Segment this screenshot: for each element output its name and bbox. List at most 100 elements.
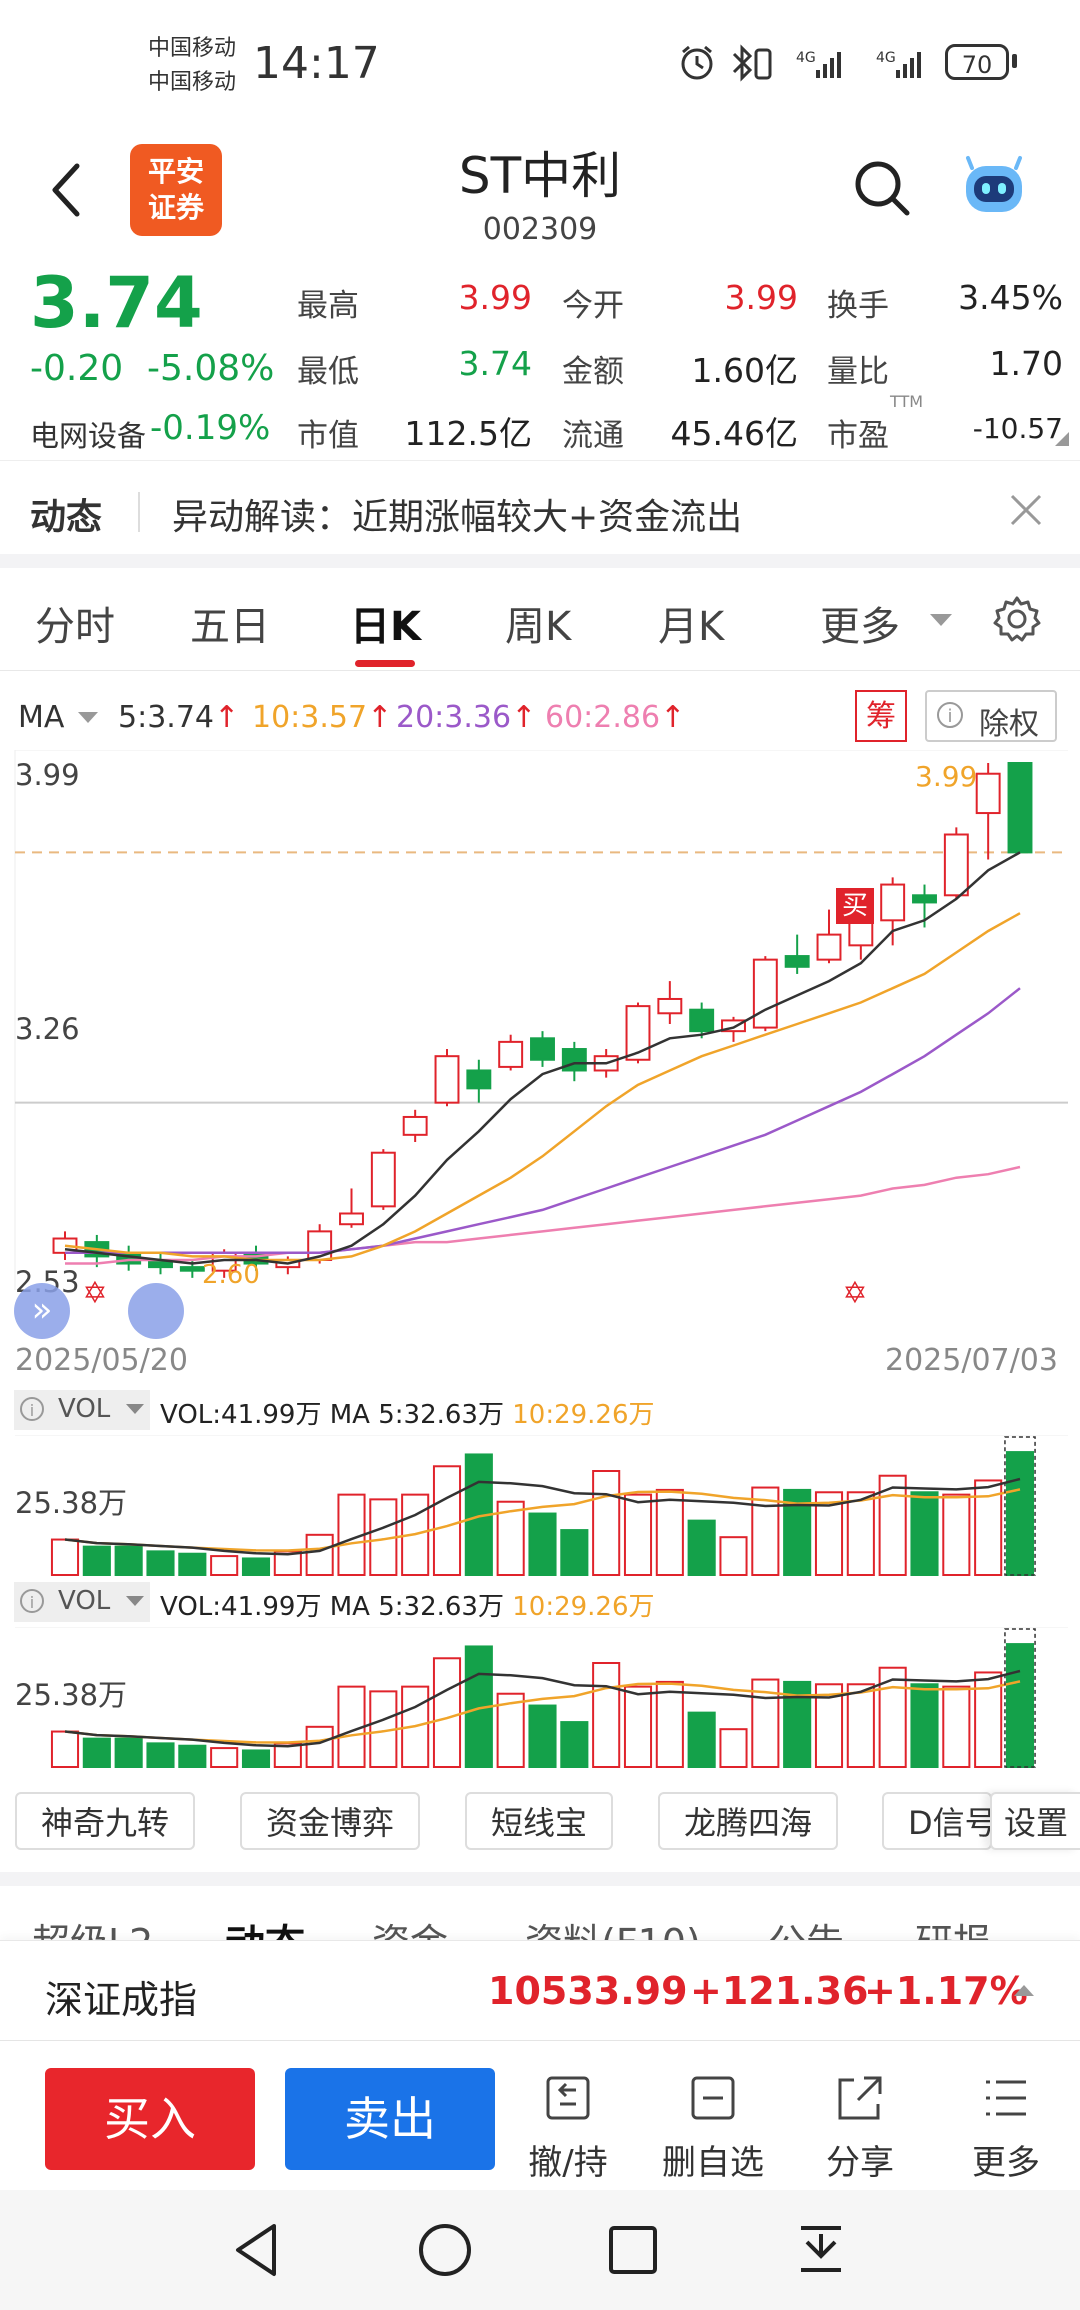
volume-bar [50,1730,80,1768]
volume-bar [846,1491,875,1576]
volume-bar [942,1685,971,1769]
vol-label: VOL [58,1394,111,1424]
volume-bar [528,1704,557,1768]
remove-watchlist-label[interactable]: 删自选 [662,2143,764,2183]
label-pe: 市盈 [827,418,889,454]
nav-back-icon[interactable] [230,2220,282,2280]
subtab-f10[interactable]: 资料(F10) [525,1912,701,1942]
news-tag: 动态 [30,497,103,538]
volume-bar [687,1711,716,1768]
tool-short-line[interactable]: 短线宝 [465,1792,613,1850]
expand-sidebar-icon[interactable]: » [14,1283,70,1339]
label-volume-ratio: 量比 [827,354,889,390]
corner-expand-icon[interactable] [1055,432,1069,446]
section-gap [0,554,1080,568]
drawing-tool-icon[interactable] [128,1283,184,1339]
tab-five-day[interactable]: 五日 [190,604,270,650]
up-arrow-icon: ↑ [367,700,393,735]
volume-bar [432,1657,462,1768]
tab-weekly-k[interactable]: 周K [505,604,572,650]
robot-assistant-icon[interactable] [958,152,1030,224]
volume-bar [82,1737,111,1768]
share-label[interactable]: 分享 [826,2143,894,2183]
volume-bar [50,1538,80,1576]
alarm-icon [681,45,713,80]
ma-dropdown-icon[interactable] [78,712,98,723]
ma5-value: 5:3.74 [118,700,214,735]
ma20-line [65,987,1021,1255]
label-market-cap: 市值 [297,418,359,454]
search-icon[interactable] [852,158,912,218]
tab-more[interactable]: 更多 [820,604,900,650]
volume-bar [114,1545,143,1576]
system-navigation-bar [0,2190,1080,2310]
subtab-l2[interactable]: 超级L2 [32,1912,153,1942]
stock-header: 平安 证券 ST中利 002309 [0,130,1080,260]
price-change: -0.20 [30,348,124,389]
share-icon[interactable] [834,2072,886,2124]
subtab-news[interactable]: 动态 [225,1912,305,1942]
svg-text:4G: 4G [796,50,816,66]
more-menu-icon[interactable] [980,2072,1032,2124]
sector-name[interactable]: 电网设备 [30,419,147,453]
ma60-line [65,1165,1021,1265]
settings-gear-icon[interactable] [992,594,1042,644]
candlestick-chart[interactable]: ✡ ✡ [0,750,1080,1330]
ma5-line [64,851,1021,1265]
ex-rights-button[interactable]: i 除权 [925,690,1057,742]
stock-name: ST中利 [458,147,622,205]
volume-bar [305,1533,334,1577]
sell-button[interactable]: 卖出 [285,2068,495,2170]
tab-daily-k[interactable]: 日K [350,604,421,650]
broker-logo: 平安 证券 [130,144,222,236]
tool-d-signal[interactable]: D信号 [882,1792,992,1850]
nav-dropdown-icon[interactable] [795,2220,847,2280]
vol-selector-2[interactable]: i VOL [14,1582,150,1622]
candle-body [975,772,1001,815]
back-icon[interactable] [45,160,85,220]
cancel-hold-icon[interactable] [542,2072,594,2124]
svg-text:4G: 4G [876,50,896,66]
remove-watchlist-icon[interactable] [687,2072,739,2124]
nav-home-icon[interactable] [415,2220,475,2280]
subtab-research[interactable]: 研报 [915,1912,991,1942]
volume-bar [146,1742,175,1769]
index-ticker-bar[interactable]: 深证成指 10533.99 +121.36 +1.17% [0,1940,1080,2041]
stock-code: 002309 [482,212,598,247]
logo-text-top: 平安 [147,155,204,188]
chevron-up-icon[interactable] [1014,1985,1034,1996]
index-change: +121.36 [690,1969,869,2013]
tool-magic-nine[interactable]: 神奇九转 [15,1792,195,1850]
cancel-hold-label[interactable]: 撤/持 [528,2143,608,2183]
y-axis-mid: 3.26 [15,1012,80,1046]
nav-recents-icon[interactable] [605,2222,661,2278]
subtab-announcements[interactable]: 公告 [768,1912,844,1942]
chip-distribution-button[interactable]: 筹 [855,690,907,742]
subtab-capital[interactable]: 资金 [372,1912,448,1942]
value-market-cap: 112.5亿 [404,414,532,453]
tab-intraday[interactable]: 分时 [35,604,115,650]
tool-settings[interactable]: 设置 [990,1792,1080,1850]
candle-body [498,1040,524,1068]
buy-button[interactable]: 买入 [45,2068,255,2170]
tool-capital-game[interactable]: 资金博弈 [240,1792,420,1850]
volume-bar [528,1512,557,1576]
sub-tabs: 超级L2 动态 资金 资料(F10) 公告 研报 [0,1886,1080,1942]
news-headline[interactable]: 异动解读：近期涨幅较大+资金流出 [172,497,743,538]
vol-selector-1[interactable]: i VOL [14,1390,150,1430]
chevron-down-icon[interactable] [930,614,952,626]
volume-bar [719,1536,748,1576]
price-change-pct: -5.08% [147,348,275,389]
buy-signal-marker[interactable]: 买 [836,888,874,924]
volume-bar [178,1744,207,1768]
ma-label[interactable]: MA [18,700,65,735]
label-high: 最高 [297,288,359,324]
ma60-legend: 60:2.86↑ [545,700,685,735]
volume-chart-1[interactable] [0,1435,1080,1577]
close-icon[interactable] [1008,492,1044,528]
volume-chart-2[interactable] [0,1627,1080,1769]
up-arrow-icon: ↑ [511,700,537,735]
tab-monthly-k[interactable]: 月K [658,604,725,650]
tool-dragon[interactable]: 龙腾四海 [658,1792,838,1850]
more-label[interactable]: 更多 [972,2143,1040,2183]
